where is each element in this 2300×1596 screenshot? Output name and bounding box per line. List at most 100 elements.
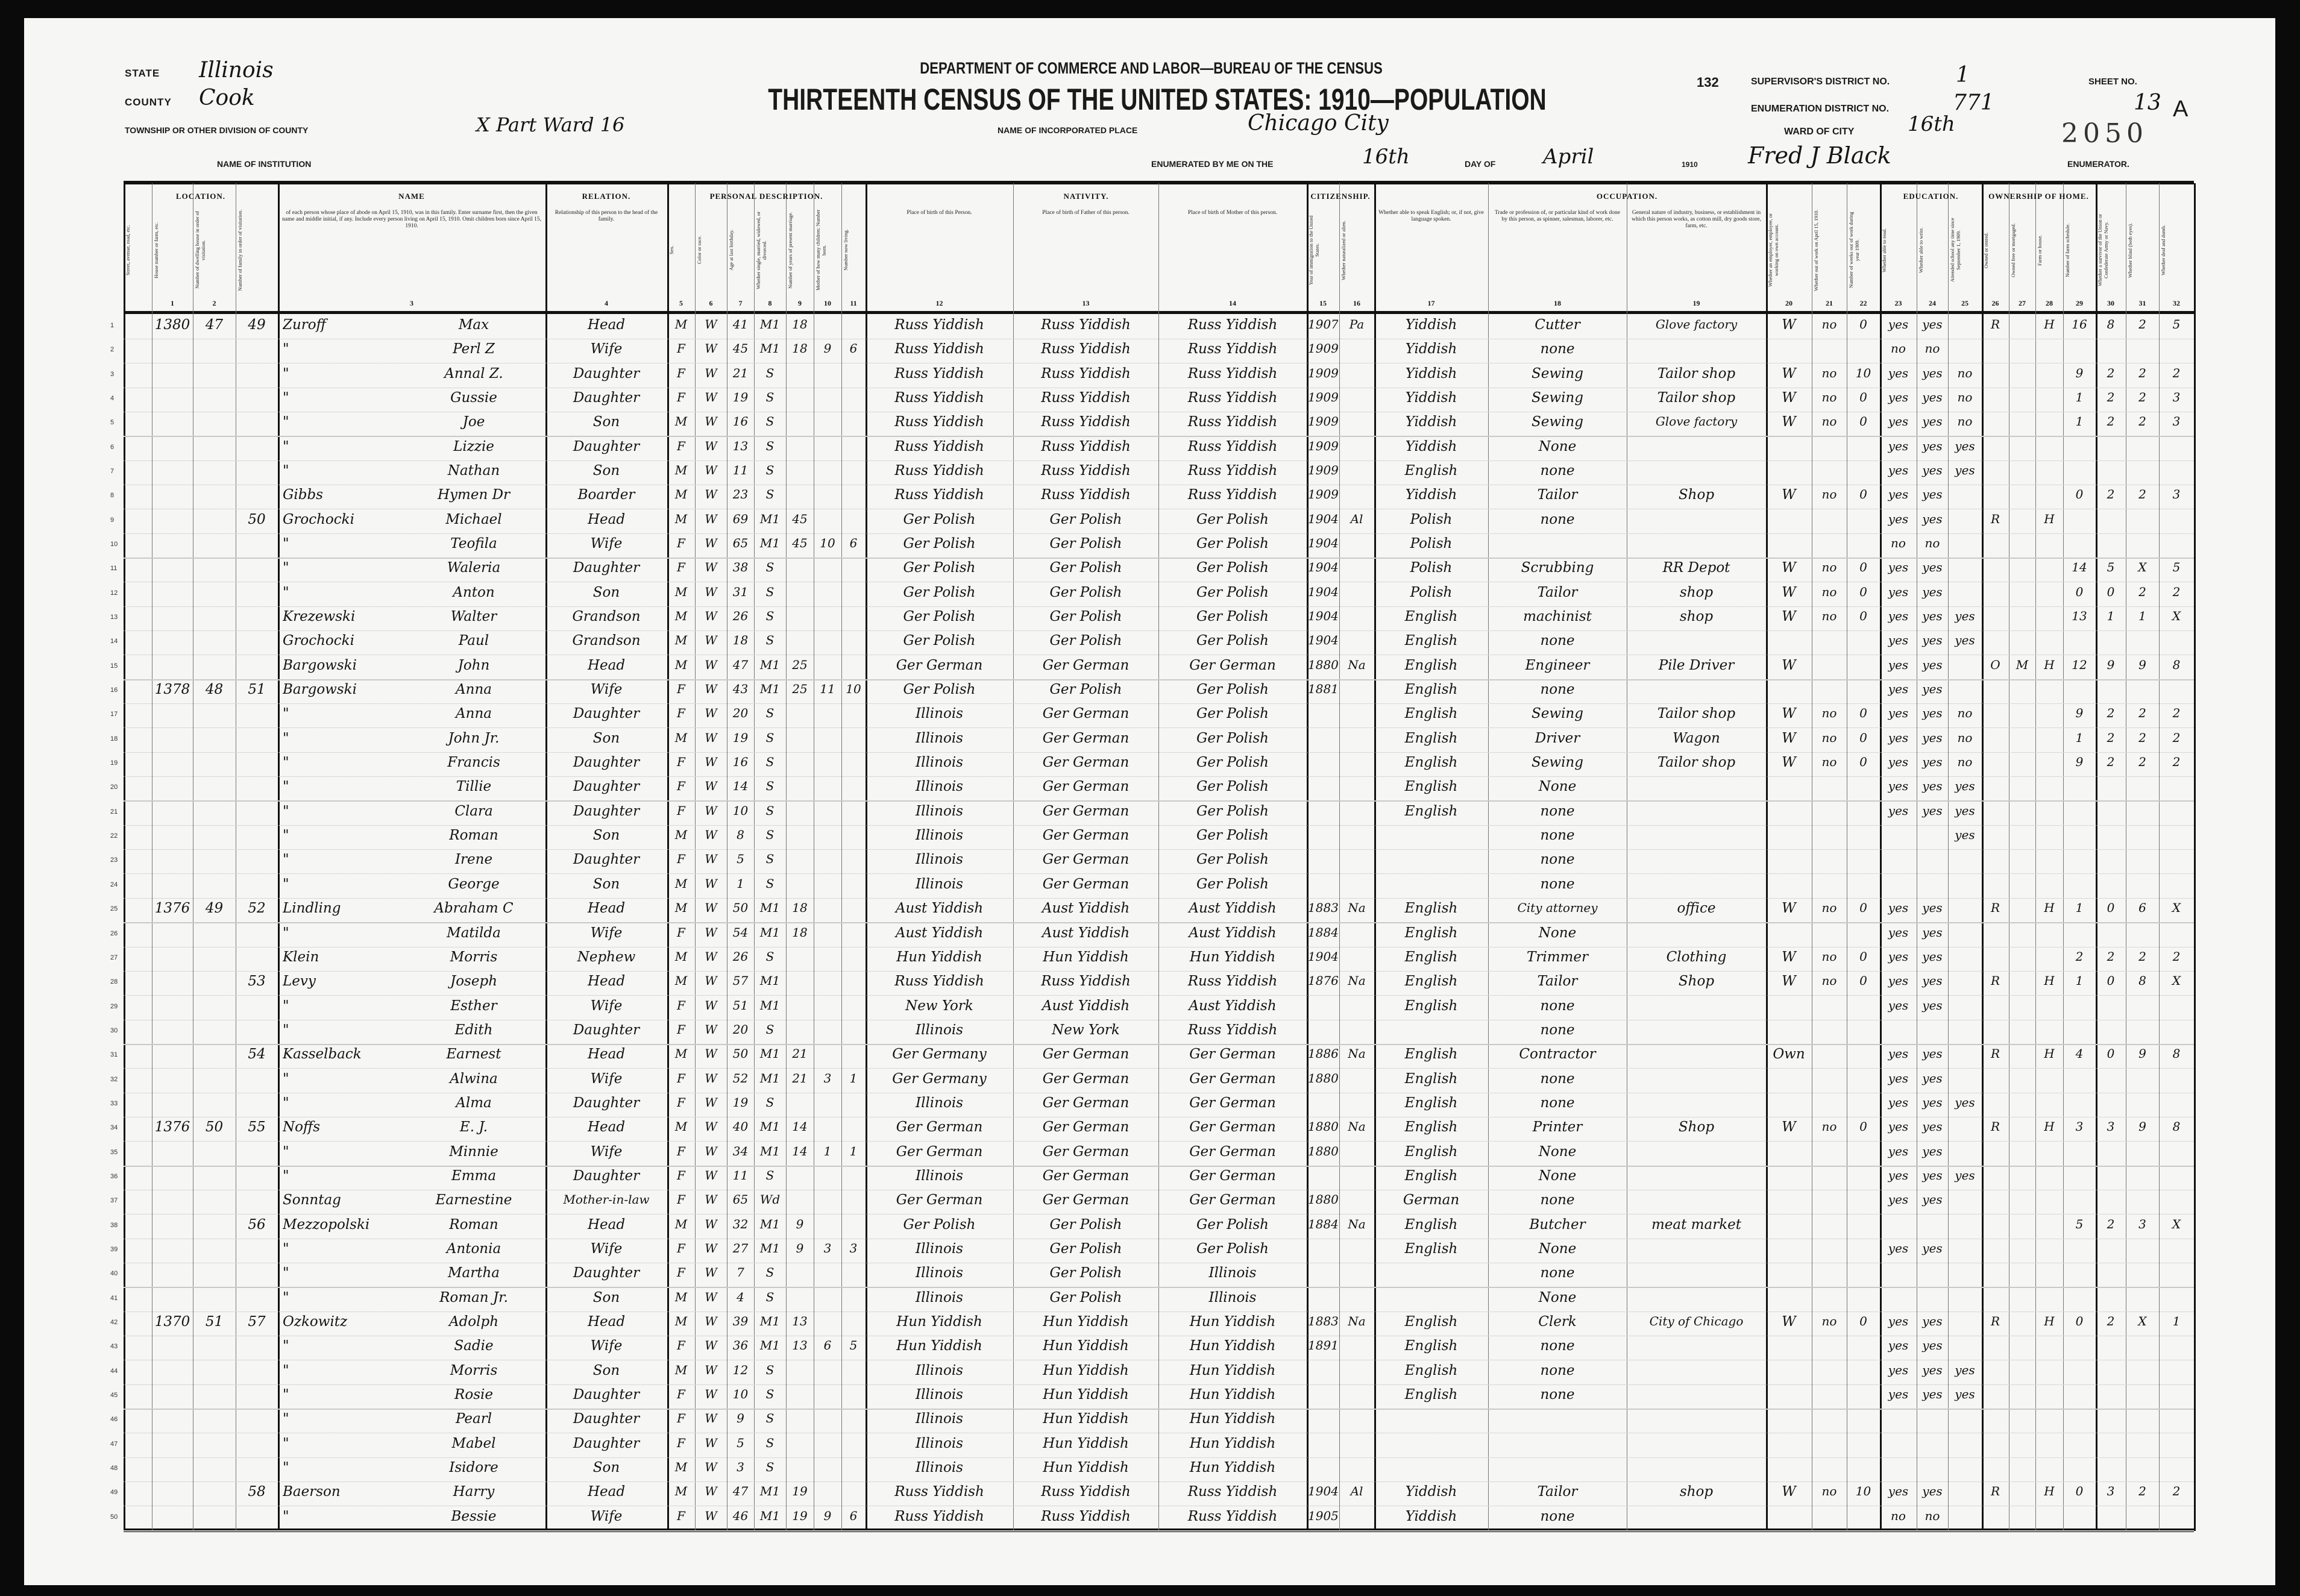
relation: Wife: [590, 536, 623, 552]
birthplace: Russ Yiddish: [894, 390, 984, 406]
column-header-name: of each person whose place of abode on A…: [282, 210, 541, 229]
language: English: [1404, 998, 1458, 1014]
marital-status: M1: [759, 1484, 781, 1499]
ward-value: 16th: [1908, 112, 1955, 136]
table-row: 29 " Esther Wife F W 51 M1 New York Aust Yiddish A…: [110, 996, 2194, 1020]
marital-status: S: [765, 828, 775, 843]
immigration-year: 1904: [1308, 949, 1338, 964]
given-name: Morris: [450, 949, 498, 965]
can-write: yes: [1922, 779, 1943, 794]
blind: 2: [2138, 730, 2146, 745]
line-number: 46: [110, 1416, 118, 1424]
column-divider: [2194, 183, 2196, 1531]
given-name: Lizzie: [453, 438, 494, 454]
sex: M: [674, 317, 688, 331]
given-name: Anton: [453, 584, 495, 600]
out-of-work: no: [1821, 973, 1837, 988]
age: 21: [732, 365, 749, 380]
employment-class: W: [1782, 900, 1796, 917]
age: 47: [732, 1484, 749, 1499]
immigration-year: 1876: [1308, 973, 1338, 988]
column-number: 29: [2076, 299, 2083, 307]
immigration-year: 1909: [1308, 365, 1338, 380]
column-divider: [786, 183, 787, 1531]
age: 31: [732, 584, 749, 599]
line-number: 11: [110, 565, 118, 573]
sex: M: [674, 1362, 688, 1377]
race: W: [705, 1338, 717, 1353]
given-name: Perl Z: [453, 341, 495, 357]
weeks-out-of-work: 0: [1859, 755, 1867, 770]
line-number: 13: [110, 614, 118, 621]
trade: none: [1540, 463, 1575, 479]
column-divider: [841, 183, 842, 1531]
attended-school: yes: [1955, 1386, 1975, 1401]
line-number: 5: [110, 419, 115, 427]
mother-birthplace: Ger Polish: [1196, 803, 1269, 819]
group-heading: NAME: [398, 192, 425, 201]
relation: Wife: [590, 925, 623, 941]
given-name: Earnest: [446, 1046, 501, 1063]
mother-birthplace: Russ Yiddish: [1187, 487, 1278, 503]
age: 16: [732, 414, 749, 429]
trade: none: [1540, 1362, 1575, 1378]
industry: shop: [1679, 584, 1714, 600]
attended-school: yes: [1955, 803, 1975, 818]
age: 50: [732, 900, 749, 916]
line-number: 30: [110, 1026, 118, 1034]
column-number: 15: [1319, 299, 1327, 307]
employment-class: W: [1782, 1484, 1796, 1500]
table-row: 48 " Isidore Son M W 3 S Illinois Hun Yiddish Hun …: [110, 1457, 2194, 1482]
table-row: 18 " John Jr. Son M W 19 S Illinois Ger German Ger…: [110, 728, 2194, 753]
can-write: yes: [1922, 1240, 1943, 1255]
marital-status: S: [765, 609, 775, 624]
mother-birthplace: Hun Yiddish: [1189, 949, 1276, 965]
blind: 1: [2138, 609, 2146, 624]
father-birthplace: Ger Polish: [1049, 1289, 1122, 1305]
sex: F: [677, 1143, 685, 1158]
race: W: [705, 1313, 717, 1328]
mother-birthplace: Russ Yiddish: [1187, 438, 1278, 454]
given-name: Paul: [458, 633, 489, 649]
table-row: 41 " Roman Jr. Son M W 4 S Illinois Ger Polish Ill…: [110, 1287, 2194, 1312]
relation: Daughter: [573, 1435, 640, 1451]
can-read: yes: [1888, 1484, 1909, 1499]
race: W: [705, 341, 717, 356]
employment-class: W: [1782, 414, 1796, 430]
immigration-year: 1904: [1308, 584, 1338, 599]
family-number: 50: [248, 511, 266, 527]
weeks-out-of-work: 0: [1859, 1313, 1867, 1328]
given-name: Mabel: [451, 1435, 496, 1451]
blind: 2: [2138, 487, 2146, 502]
column-header-relation: Relationship of this person to the head …: [555, 210, 658, 222]
column-header-children-born: Mother of how many children: Number born…: [815, 209, 827, 291]
mother-birthplace: Hun Yiddish: [1189, 1435, 1276, 1451]
relation: Boarder: [577, 487, 635, 503]
veteran: 3: [2107, 1119, 2115, 1134]
blind: 9: [2138, 657, 2146, 672]
deaf: X: [2172, 973, 2181, 988]
column-divider: [2063, 183, 2064, 1531]
veteran: 0: [2107, 973, 2115, 988]
mother-birthplace: Ger Polish: [1196, 682, 1269, 698]
can-write: yes: [1922, 755, 1943, 770]
enumerated-day: 16th: [1362, 145, 1410, 169]
column-divider: [1948, 183, 1949, 1531]
column-number: 2: [212, 299, 216, 307]
relation: Wife: [590, 682, 623, 698]
given-name: John Jr.: [448, 730, 500, 746]
employment-class: W: [1782, 755, 1796, 771]
mother-birthplace: Hun Yiddish: [1189, 1362, 1276, 1378]
farm-house: H: [2044, 1484, 2055, 1499]
line-number: 32: [110, 1075, 118, 1083]
surname: ": [283, 560, 289, 576]
house-number: 1380: [154, 317, 190, 333]
children-born: 3: [823, 1070, 832, 1085]
marital-status: M1: [759, 998, 781, 1013]
veteran: 2: [2107, 365, 2115, 380]
supervisor-district-label: SUPERVISOR'S DISTRICT NO.: [1751, 77, 1890, 87]
veteran: 0: [2107, 1046, 2115, 1061]
mother-birthplace: Ger German: [1189, 1046, 1276, 1063]
farm-schedule: 1: [2075, 414, 2084, 429]
language: English: [1404, 633, 1458, 649]
